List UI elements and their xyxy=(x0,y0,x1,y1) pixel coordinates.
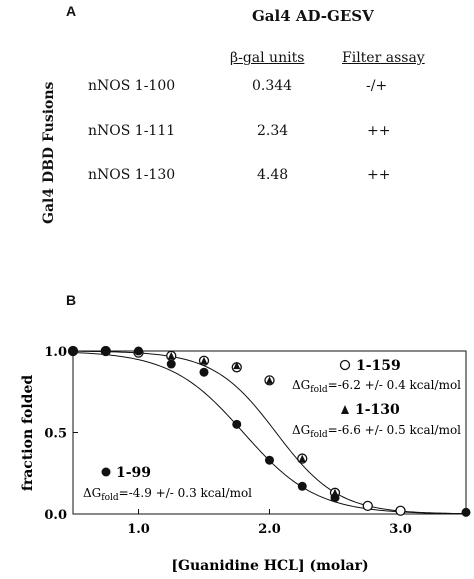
data-point-1-130 xyxy=(233,361,241,370)
data-point-1-159 xyxy=(362,500,373,512)
data-point-1-99 xyxy=(232,419,242,429)
legend-label-1-99: 1-99 xyxy=(116,465,151,481)
y-tick-label: 1.0 xyxy=(44,345,67,360)
row-name: nNOS 1-130 xyxy=(88,167,176,183)
data-point-1-99 xyxy=(199,367,209,377)
data-point-1-159 xyxy=(395,505,406,516)
y-tick-label: 0.5 xyxy=(44,427,67,442)
row-name: nNOS 1-100 xyxy=(88,78,176,94)
data-point-1-99 xyxy=(101,346,111,356)
prey-header: Gal4 AD-GESV xyxy=(252,7,374,25)
data-point-1-99 xyxy=(166,359,176,369)
legend-marker-1-130 xyxy=(341,405,349,414)
dg-annotation-1-159: ΔGfold=-6.2 +/- 0.4 kcal/mol xyxy=(292,378,461,395)
panel-b-letter: B xyxy=(66,292,77,308)
row-bgal: 4.48 xyxy=(257,167,289,183)
row-name: nNOS 1-111 xyxy=(88,123,176,139)
row-filter: ++ xyxy=(367,167,391,183)
dg-annotation-1-130: ΔGfold=-6.6 +/- 0.5 kcal/mol xyxy=(292,423,461,440)
data-point-1-130 xyxy=(298,454,306,463)
data-point-1-99 xyxy=(68,346,78,356)
x-tick-label: 2.0 xyxy=(258,522,281,537)
x-tick-label: 1.0 xyxy=(127,522,150,537)
legend-marker-1-159 xyxy=(339,359,351,371)
y-tick-label: 0.0 xyxy=(44,508,67,523)
row-filter: ++ xyxy=(367,123,391,139)
data-point-1-130 xyxy=(167,351,175,360)
data-point-1-99 xyxy=(297,481,307,491)
data-point-1-99 xyxy=(265,455,274,465)
legend-label-1-130: 1-130 xyxy=(355,402,400,418)
row-bgal: 2.34 xyxy=(257,123,289,139)
row-filter: -/+ xyxy=(366,78,388,94)
dg-annotation-1-99: ΔGfold=-4.9 +/- 0.3 kcal/mol xyxy=(83,486,252,503)
y-axis-label: fraction folded xyxy=(20,375,36,492)
data-point-1-99 xyxy=(461,507,471,517)
x-tick-label: 3.0 xyxy=(389,522,412,537)
data-point-1-130 xyxy=(266,376,273,384)
col-header-bgal: β-gal units xyxy=(230,50,305,66)
legend-label-1-159: 1-159 xyxy=(356,358,401,374)
panel-a-letter: A xyxy=(66,3,77,19)
legend-marker-1-99 xyxy=(101,467,111,477)
data-point-1-130 xyxy=(200,356,208,365)
data-point-1-99 xyxy=(330,493,340,503)
col-header-filter: Filter assay xyxy=(342,50,425,66)
row-bgal: 0.344 xyxy=(252,78,293,94)
data-point-1-99 xyxy=(134,346,143,356)
x-axis-label: [Guanidine HCL] (molar) xyxy=(171,558,368,574)
